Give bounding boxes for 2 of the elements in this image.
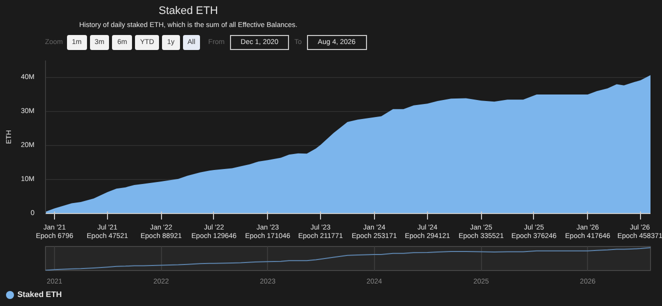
legend-label: Staked ETH xyxy=(17,290,62,300)
chart-title: Staked ETH xyxy=(158,4,219,18)
